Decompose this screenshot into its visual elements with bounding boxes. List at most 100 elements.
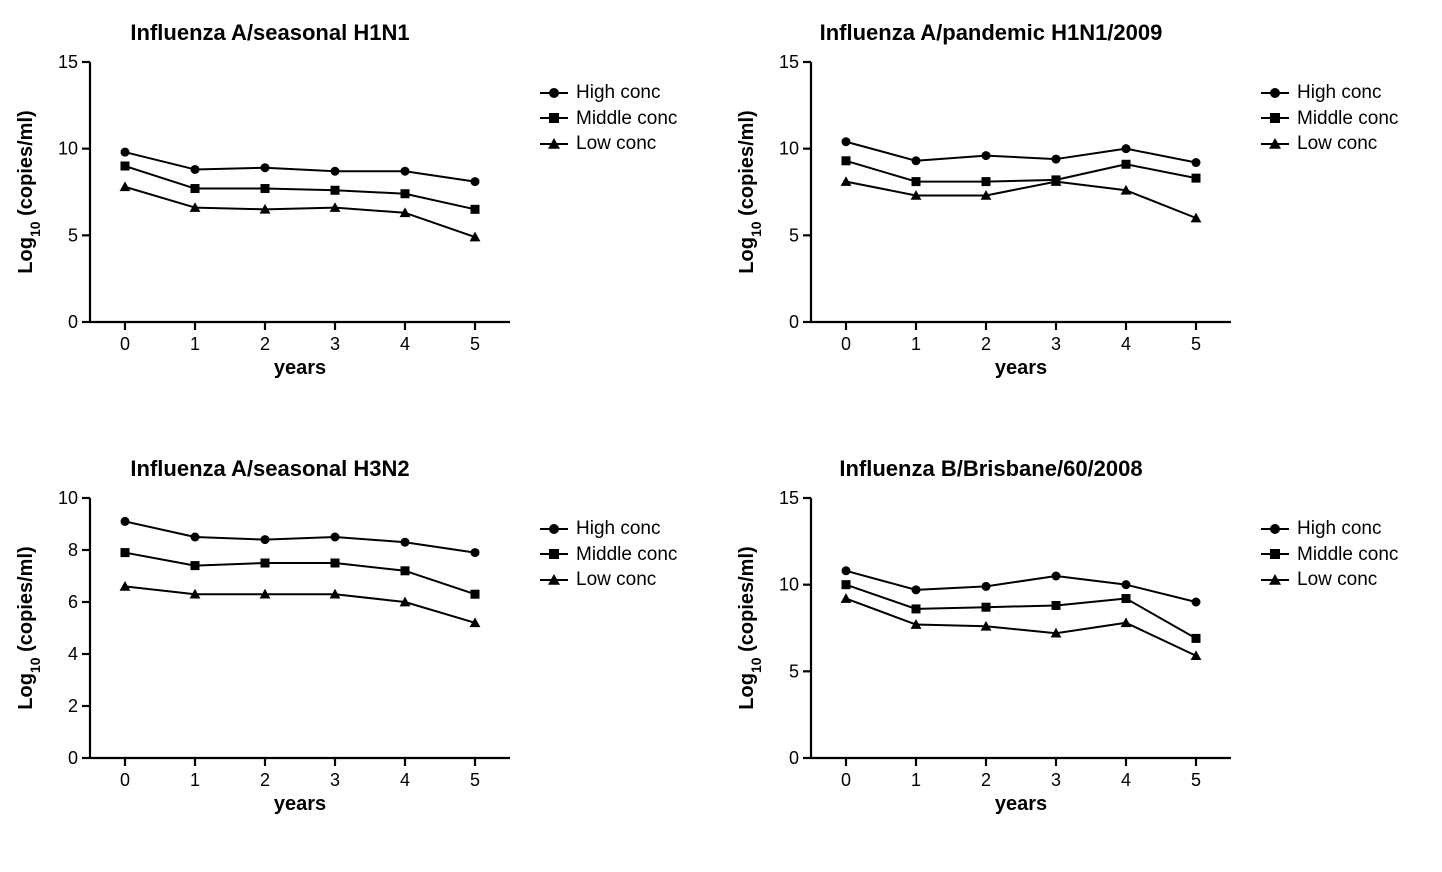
legend-item-high: High conc: [540, 80, 677, 106]
legend-marker-triangle-icon: [540, 573, 568, 587]
svg-text:years: years: [274, 357, 326, 379]
legend-item-middle: Middle conc: [540, 542, 677, 568]
chart-svg: 0246810012345yearsLog10 (copies/ml): [10, 488, 530, 828]
legend-marker-triangle-icon: [1261, 137, 1289, 151]
chart-svg: 0 5 10 15 0 1 2 3 4 5 years Log10 (copies/ml): [731, 488, 1251, 828]
svg-text:2: 2: [981, 770, 991, 790]
legend-label: High conc: [1297, 80, 1382, 106]
legend-item-high: High conc: [1261, 516, 1398, 542]
svg-text:15: 15: [779, 52, 799, 72]
svg-text:2: 2: [981, 334, 991, 354]
svg-text:4: 4: [400, 334, 410, 354]
legend-label: Middle conc: [1297, 542, 1398, 568]
figure-page: Influenza A/seasonal H1N1 051015012345ye…: [0, 0, 1442, 872]
legend-label: Low conc: [1297, 567, 1377, 593]
legend-marker-circle-icon: [1261, 86, 1289, 100]
svg-text:5: 5: [470, 334, 480, 354]
svg-text:Log10 (copies/ml): Log10 (copies/ml): [736, 546, 764, 709]
svg-text:4: 4: [1121, 770, 1131, 790]
svg-text:0: 0: [789, 748, 799, 768]
legend-marker-square-icon: [1261, 547, 1289, 561]
legend-item-low: Low conc: [1261, 567, 1398, 593]
svg-text:5: 5: [1191, 334, 1201, 354]
legend-label: Middle conc: [576, 106, 677, 132]
svg-text:years: years: [995, 357, 1047, 379]
legend-item-low: Low conc: [540, 131, 677, 157]
svg-text:3: 3: [330, 770, 340, 790]
chart-block: Influenza A/seasonal H1N1 051015012345ye…: [10, 20, 530, 392]
svg-text:0: 0: [789, 312, 799, 332]
svg-text:1: 1: [190, 334, 200, 354]
svg-text:2: 2: [260, 770, 270, 790]
svg-text:4: 4: [400, 770, 410, 790]
svg-text:0: 0: [841, 770, 851, 790]
svg-text:0: 0: [120, 770, 130, 790]
svg-text:2: 2: [68, 696, 78, 716]
svg-text:0: 0: [68, 312, 78, 332]
svg-text:3: 3: [1051, 770, 1061, 790]
svg-text:5: 5: [789, 661, 799, 681]
chart-legend: High conc Middle conc Low conc: [540, 80, 677, 157]
legend-label: Low conc: [576, 567, 656, 593]
chart-block: Influenza B/Brisbane/60/2008 0 5 10 15 0 1 2 3 4…: [731, 456, 1251, 828]
svg-text:10: 10: [779, 575, 799, 595]
legend-label: High conc: [576, 516, 661, 542]
svg-text:8: 8: [68, 540, 78, 560]
legend-label: Low conc: [1297, 131, 1377, 157]
chart-title: Influenza B/Brisbane/60/2008: [839, 456, 1142, 482]
legend-label: High conc: [576, 80, 661, 106]
legend-label: Middle conc: [576, 542, 677, 568]
svg-text:10: 10: [58, 488, 78, 508]
svg-text:4: 4: [68, 644, 78, 664]
svg-text:4: 4: [1121, 334, 1131, 354]
legend-item-middle: Middle conc: [1261, 542, 1398, 568]
legend-label: Low conc: [576, 131, 656, 157]
legend-item-high: High conc: [540, 516, 677, 542]
svg-text:5: 5: [470, 770, 480, 790]
legend-marker-square-icon: [1261, 111, 1289, 125]
svg-text:Log10 (copies/ml): Log10 (copies/ml): [736, 110, 764, 273]
legend-marker-circle-icon: [540, 86, 568, 100]
svg-text:years: years: [274, 793, 326, 815]
legend-item-low: Low conc: [540, 567, 677, 593]
legend-item-high: High conc: [1261, 80, 1398, 106]
legend-marker-square-icon: [540, 111, 568, 125]
svg-text:1: 1: [911, 770, 921, 790]
legend-label: Middle conc: [1297, 106, 1398, 132]
svg-text:Log10 (copies/ml): Log10 (copies/ml): [15, 110, 43, 273]
chart-title: Influenza A/seasonal H1N1: [130, 20, 409, 46]
svg-text:3: 3: [1051, 334, 1061, 354]
svg-text:5: 5: [68, 225, 78, 245]
svg-text:10: 10: [58, 139, 78, 159]
legend-item-low: Low conc: [1261, 131, 1398, 157]
svg-text:Log10 (copies/ml): Log10 (copies/ml): [15, 546, 43, 709]
panel-grid: Influenza A/seasonal H1N1 051015012345ye…: [0, 0, 1442, 872]
panel-h3n2-seasonal: Influenza A/seasonal H3N2 0246810012345y…: [0, 436, 721, 872]
svg-text:5: 5: [789, 225, 799, 245]
panel-h1n1-pandemic: Influenza A/pandemic H1N1/2009 0 5 10 15 0 1 2…: [721, 0, 1442, 436]
svg-text:2: 2: [260, 334, 270, 354]
panel-b-brisbane: Influenza B/Brisbane/60/2008 0 5 10 15 0 1 2 3 4…: [721, 436, 1442, 872]
chart-svg: 051015012345yearsLog10 (copies/ml): [10, 52, 530, 392]
chart-block: Influenza A/pandemic H1N1/2009 0 5 10 15 0 1 2…: [731, 20, 1251, 392]
svg-text:15: 15: [779, 488, 799, 508]
chart-legend: High conc Middle conc Low conc: [540, 516, 677, 593]
svg-text:years: years: [995, 793, 1047, 815]
svg-text:1: 1: [911, 334, 921, 354]
svg-text:0: 0: [120, 334, 130, 354]
legend-item-middle: Middle conc: [540, 106, 677, 132]
svg-text:1: 1: [190, 770, 200, 790]
legend-label: High conc: [1297, 516, 1382, 542]
legend-marker-square-icon: [540, 547, 568, 561]
legend-marker-circle-icon: [540, 522, 568, 536]
svg-text:10: 10: [779, 139, 799, 159]
svg-text:5: 5: [1191, 770, 1201, 790]
svg-text:15: 15: [58, 52, 78, 72]
legend-marker-triangle-icon: [540, 137, 568, 151]
chart-title: Influenza A/seasonal H3N2: [130, 456, 409, 482]
svg-text:6: 6: [68, 592, 78, 612]
chart-title: Influenza A/pandemic H1N1/2009: [820, 20, 1163, 46]
chart-legend: High conc Middle conc Low conc: [1261, 516, 1398, 593]
svg-text:0: 0: [841, 334, 851, 354]
chart-svg: 0 5 10 15 0 1 2 3 4 5 years Log10 (copies/ml): [731, 52, 1251, 392]
